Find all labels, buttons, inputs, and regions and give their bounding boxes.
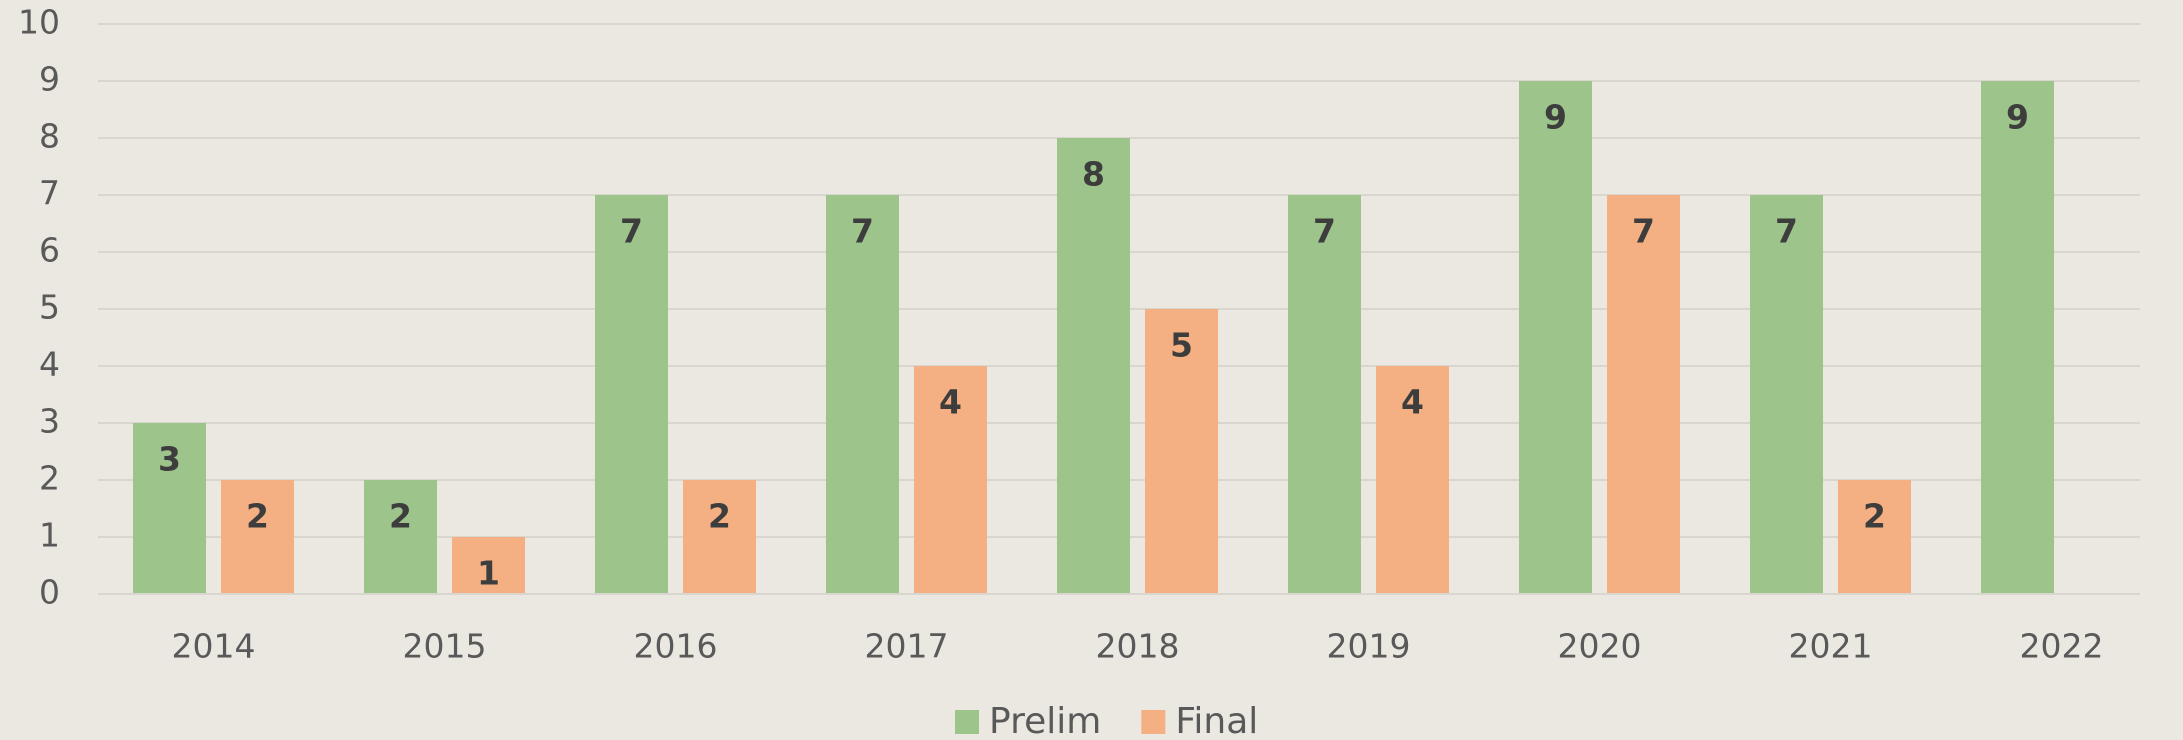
bar bbox=[1145, 309, 1218, 594]
data-label: 4 bbox=[1401, 383, 1424, 422]
y-tick-label: 5 bbox=[39, 288, 60, 327]
x-tick-label: 2020 bbox=[1558, 627, 1642, 666]
data-label: 1 bbox=[477, 554, 500, 593]
x-tick-label: 2017 bbox=[865, 627, 949, 666]
x-tick-label: 2016 bbox=[634, 627, 718, 666]
bar bbox=[1607, 195, 1680, 594]
bar bbox=[364, 480, 437, 594]
y-tick-label: 8 bbox=[39, 117, 60, 156]
data-label: 7 bbox=[1632, 212, 1655, 251]
y-tick-label: 1 bbox=[39, 516, 60, 555]
legend-label: Prelim bbox=[989, 701, 1101, 740]
data-label: 3 bbox=[158, 440, 181, 479]
y-tick-label: 7 bbox=[39, 174, 60, 213]
bar bbox=[826, 195, 899, 594]
data-label: 2 bbox=[389, 497, 412, 536]
bar bbox=[452, 537, 525, 594]
data-label: 4 bbox=[939, 383, 962, 422]
bar bbox=[1519, 81, 1592, 594]
data-label: 2 bbox=[708, 497, 731, 536]
bar bbox=[133, 423, 206, 594]
y-tick-label: 10 bbox=[18, 3, 60, 42]
bar bbox=[221, 480, 294, 594]
bar bbox=[1376, 366, 1449, 594]
data-label: 7 bbox=[1313, 212, 1336, 251]
data-label: 9 bbox=[2006, 98, 2029, 137]
legend-swatch bbox=[955, 710, 979, 734]
data-label: 2 bbox=[1863, 497, 1886, 536]
data-label: 2 bbox=[246, 497, 269, 536]
y-tick-label: 9 bbox=[39, 60, 60, 99]
y-tick-label: 0 bbox=[39, 573, 60, 612]
bar bbox=[595, 195, 668, 594]
y-tick-label: 3 bbox=[39, 402, 60, 441]
x-tick-label: 2019 bbox=[1327, 627, 1411, 666]
legend-swatch bbox=[1141, 710, 1166, 734]
data-label: 9 bbox=[1544, 98, 1567, 137]
x-tick-label: 2021 bbox=[1789, 627, 1873, 666]
y-tick-label: 2 bbox=[39, 459, 60, 498]
x-tick-label: 2018 bbox=[1096, 627, 1180, 666]
bar bbox=[914, 366, 987, 594]
data-label: 8 bbox=[1082, 155, 1105, 194]
bar bbox=[1750, 195, 1823, 594]
legend-label: Final bbox=[1175, 701, 1258, 740]
data-label: 7 bbox=[851, 212, 874, 251]
bar bbox=[683, 480, 756, 594]
bar bbox=[1981, 81, 2054, 594]
y-tick-label: 4 bbox=[39, 345, 60, 384]
data-label: 7 bbox=[620, 212, 643, 251]
bar bbox=[1057, 138, 1130, 594]
bar bbox=[1838, 480, 1911, 594]
x-tick-label: 2015 bbox=[403, 627, 487, 666]
data-label: 5 bbox=[1170, 326, 1193, 365]
x-tick-label: 2014 bbox=[172, 627, 256, 666]
x-tick-label: 2022 bbox=[2020, 627, 2104, 666]
bar bbox=[1288, 195, 1361, 594]
data-label: 7 bbox=[1775, 212, 1798, 251]
y-tick-label: 6 bbox=[39, 231, 60, 270]
